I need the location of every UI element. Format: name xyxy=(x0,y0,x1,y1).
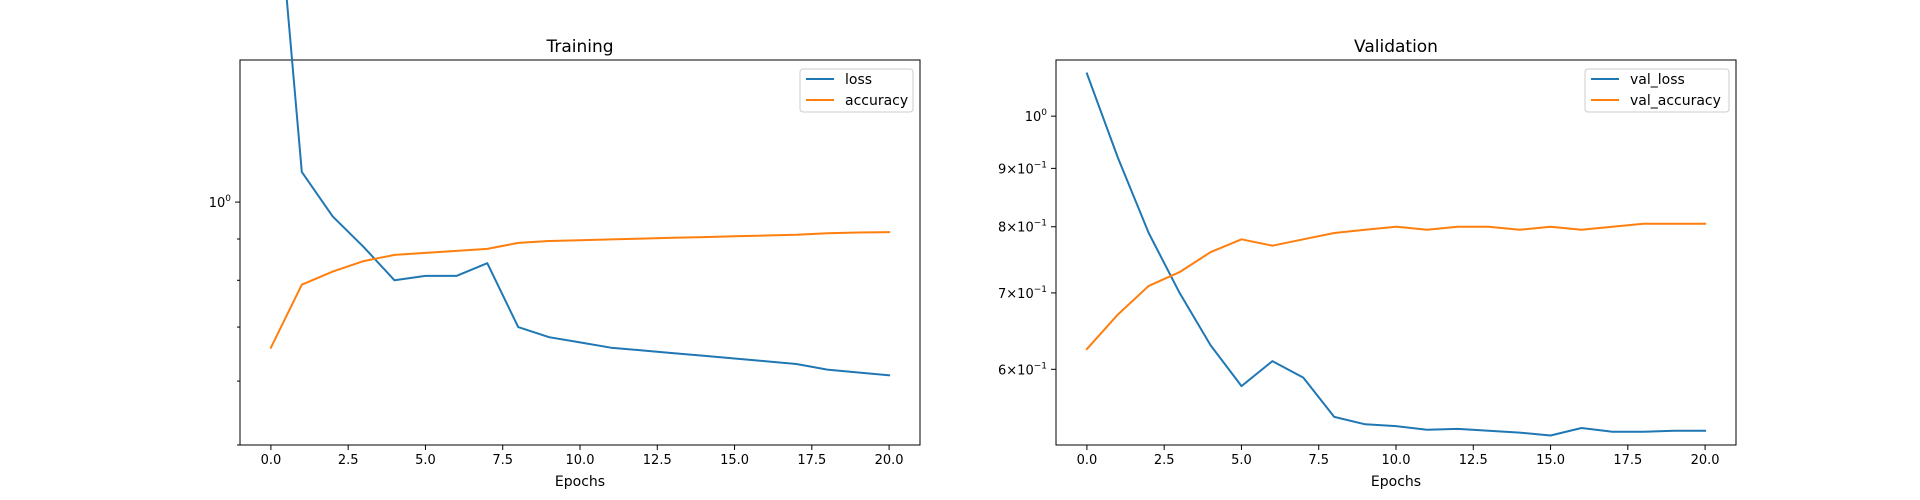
x-tick-label: 17.5 xyxy=(1613,453,1642,468)
y-tick-label: 6×10−1 xyxy=(998,361,1047,378)
training-y-axis: 100 xyxy=(209,194,240,446)
y-tick-label: 9×10−1 xyxy=(998,160,1047,177)
x-tick-label: 0.0 xyxy=(261,453,282,468)
x-tick-label: 10.0 xyxy=(1382,453,1411,468)
x-tick-label: 20.0 xyxy=(1691,453,1720,468)
training-legend: loss accuracy xyxy=(799,68,914,113)
x-tick-label: 12.5 xyxy=(1459,453,1488,468)
legend-accuracy-label: accuracy xyxy=(845,93,908,109)
validation-panel: Validation Epochs 0.0 2.5 5.0 7.5 10.0 12.5 15… xyxy=(998,37,1737,490)
series-line-accuracy xyxy=(269,231,891,350)
validation-y-axis: 100 9×10−1 8×10−1 7×10−1 6×10−1 xyxy=(998,108,1056,378)
training-plot-area xyxy=(239,59,921,446)
x-tick-label: 2.5 xyxy=(1154,453,1175,468)
legend-val-loss-label: val_loss xyxy=(1630,72,1685,88)
y-tick-label: 100 xyxy=(1025,108,1048,125)
x-tick-label: 15.0 xyxy=(720,453,749,468)
x-tick-label: 17.5 xyxy=(797,453,826,468)
training-xlabel: Epochs xyxy=(555,474,605,490)
y-tick-label: 7×10−1 xyxy=(998,285,1047,302)
x-tick-label: 5.0 xyxy=(415,453,436,468)
x-tick-label: 12.5 xyxy=(643,453,672,468)
x-tick-label: 15.0 xyxy=(1536,453,1565,468)
x-tick-label: 0.0 xyxy=(1077,453,1098,468)
validation-xlabel: Epochs xyxy=(1371,474,1421,490)
validation-title: Validation xyxy=(1354,37,1438,57)
training-panel: Training Epochs 0.0 2.5 5.0 7.5 10.0 12.5 15.0… xyxy=(209,0,921,490)
x-tick-label: 10.0 xyxy=(566,453,595,468)
training-title: Training xyxy=(545,37,613,57)
x-tick-label: 20.0 xyxy=(875,453,904,468)
y-tick-label: 8×10−1 xyxy=(998,219,1047,236)
series-line-val-loss xyxy=(1085,72,1707,437)
validation-series xyxy=(1085,72,1707,437)
training-x-axis: 0.0 2.5 5.0 7.5 10.0 12.5 15.0 17.5 20.0 xyxy=(261,445,904,468)
series-line-val-accuracy xyxy=(1085,222,1707,351)
y-tick-label: 100 xyxy=(209,194,232,211)
x-tick-label: 7.5 xyxy=(492,453,513,468)
x-tick-label: 2.5 xyxy=(338,453,359,468)
validation-x-axis: 0.0 2.5 5.0 7.5 10.0 12.5 15.0 17.5 20.0 xyxy=(1077,445,1720,468)
validation-legend: val_loss val_accuracy xyxy=(1584,68,1730,113)
x-tick-label: 5.0 xyxy=(1231,453,1252,468)
legend-loss-label: loss xyxy=(845,72,872,88)
training-series xyxy=(269,0,891,377)
legend-val-accuracy-label: val_accuracy xyxy=(1630,93,1721,109)
validation-legend-box xyxy=(1584,68,1730,113)
x-tick-label: 7.5 xyxy=(1308,453,1329,468)
